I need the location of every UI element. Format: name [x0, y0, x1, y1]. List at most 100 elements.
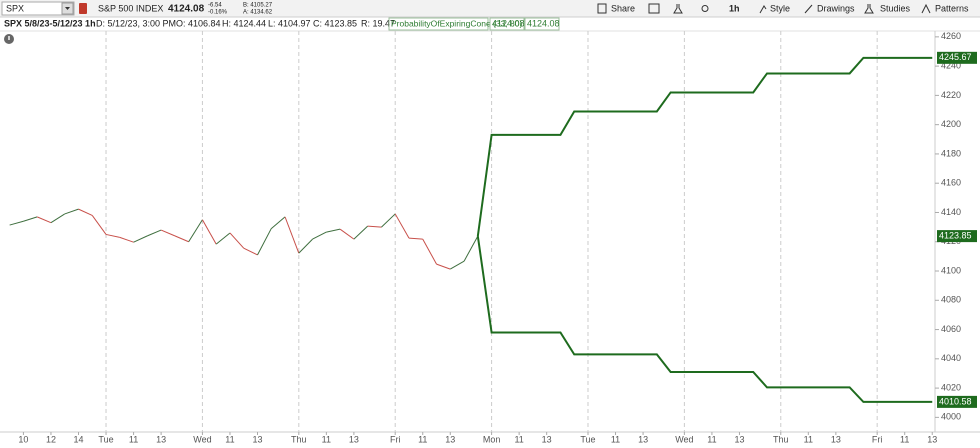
price-segment [394, 213, 410, 239]
x-tick-label: Tue [98, 434, 113, 444]
x-tick-label: 11 [707, 434, 716, 444]
price-segment [257, 228, 272, 256]
x-tick-label: Tue [580, 434, 595, 444]
price-segment [105, 233, 120, 238]
bar-high: H: 4124.44 [222, 18, 266, 28]
x-tick-label: 11 [900, 434, 909, 444]
price-segment [78, 208, 93, 216]
last-value-label: 4010.58 [939, 396, 972, 406]
price-segment [160, 229, 176, 237]
timeframe-button[interactable]: 1h [729, 3, 740, 13]
last-value-label: 4245.67 [939, 52, 972, 62]
chart-title: SPX 5/8/23-5/12/23 1h [4, 18, 96, 28]
price-segment [147, 229, 162, 237]
x-tick-label: 13 [252, 434, 262, 444]
x-tick-label: Fri [872, 434, 883, 444]
drawings-button[interactable]: Drawings [817, 3, 855, 13]
last-value-tag [937, 395, 977, 408]
dropdown-arrow [65, 7, 70, 10]
y-tick-label: 4040 [941, 353, 961, 363]
price-segment [422, 238, 437, 265]
x-tick-label: Fri [390, 434, 401, 444]
y-tick-label: 4220 [941, 90, 961, 100]
studies-button[interactable]: Studies [880, 3, 911, 13]
x-tick-label: 11 [322, 434, 331, 444]
price-segment [201, 219, 217, 245]
study-value-box [489, 17, 525, 31]
y-tick-label: 4080 [941, 295, 961, 305]
price-segment [408, 237, 423, 240]
symbol-input[interactable] [1, 1, 75, 16]
net-change: -6.54 [208, 3, 222, 9]
price-segment [64, 208, 79, 215]
x-tick-label: 13 [542, 434, 552, 444]
drawings-icon [804, 4, 813, 14]
price-segment [229, 232, 245, 249]
symbol[interactable]: SPX [6, 3, 24, 13]
price-segment [312, 231, 327, 240]
x-tick-label: 12 [46, 434, 56, 444]
x-tick-label: 11 [611, 434, 620, 444]
style-icon [759, 5, 767, 14]
patterns-button[interactable]: Patterns [935, 3, 969, 13]
price-segment [298, 238, 313, 254]
x-tick-label: Wed [193, 434, 211, 444]
bar-range: R: 19.47 [361, 18, 395, 28]
study-name: ProbabilityOfExpiringCone (33, 80) [391, 18, 523, 28]
cone-line [476, 235, 933, 403]
x-tick-label: 13 [156, 434, 166, 444]
info-icon-mark [8, 36, 10, 40]
bid: B: 4105.27 [243, 3, 273, 9]
x-tick-label: Wed [675, 434, 693, 444]
y-tick-label: 4260 [941, 31, 961, 41]
x-tick-label: 13 [734, 434, 744, 444]
price-segment [215, 232, 231, 245]
y-tick-label: 4200 [941, 119, 961, 129]
patterns-icon [921, 3, 931, 14]
alert-icon[interactable] [79, 3, 87, 14]
x-tick-label: 13 [638, 434, 648, 444]
style-button[interactable]: Style [770, 3, 790, 13]
price-segment [284, 216, 300, 254]
price-segment [381, 213, 396, 228]
x-tick-label: 11 [418, 434, 427, 444]
y-tick-label: 4000 [941, 412, 961, 422]
x-tick-label: 14 [73, 434, 83, 444]
last-price: 4124.08 [168, 4, 205, 15]
study-value-box [524, 17, 560, 31]
price-segment [133, 235, 148, 243]
price-segment [188, 219, 203, 243]
share-button[interactable]: Share [611, 3, 635, 13]
last-value-label: 4123.85 [939, 230, 972, 240]
x-tick-label: Thu [773, 434, 789, 444]
x-tick-label: 13 [349, 434, 359, 444]
layout-icon [648, 3, 660, 14]
x-tick-label: 10 [18, 434, 28, 444]
bar-close: C: 4123.85 [313, 18, 357, 28]
y-tick-label: 4160 [941, 178, 961, 188]
price-segment [339, 228, 355, 240]
settings-icon [701, 5, 709, 12]
toolbar-icons [597, 3, 931, 14]
x-tick-label: 13 [831, 434, 841, 444]
price-segment [9, 220, 24, 226]
y-tick-label: 4140 [941, 207, 961, 217]
x-tick-label: Thu [291, 434, 307, 444]
price-segment [450, 260, 465, 270]
x-tick-label: Mon [483, 434, 501, 444]
study-value: 4124.08 [527, 18, 560, 28]
price-segment [119, 236, 134, 243]
x-tick-label: 11 [804, 434, 813, 444]
x-tick-label: 13 [445, 434, 455, 444]
price-segment [174, 235, 189, 243]
toolbar [0, 0, 980, 17]
price-segment [91, 215, 107, 235]
ask: A: 4134.62 [243, 10, 273, 16]
price-segment [326, 228, 341, 233]
symbol-description: S&P 500 INDEX [98, 3, 163, 13]
price-segment [353, 225, 369, 240]
x-tick-label: 11 [514, 434, 523, 444]
bar-date: D: 5/12/23, 3:00 PM [96, 18, 176, 28]
last-value-tag [937, 51, 977, 64]
